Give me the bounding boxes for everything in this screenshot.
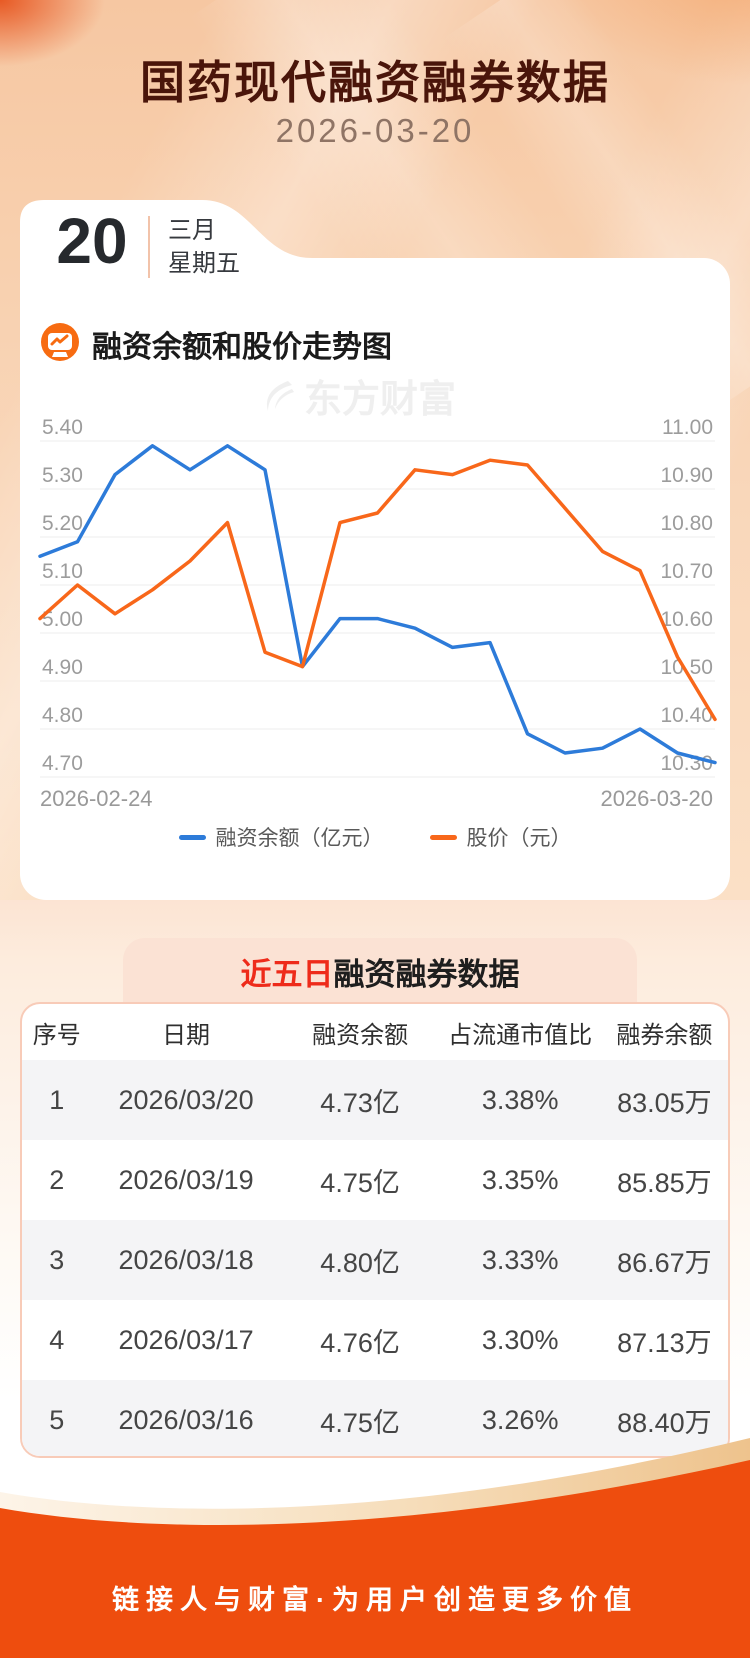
legend-swatch-blue: [178, 834, 206, 840]
chart-icon: [41, 323, 79, 361]
column-header: 融券余额: [616, 1021, 713, 1049]
y-axis-tick-left: 5.30: [42, 464, 83, 487]
page-title: 国药现代融资融券数据: [139, 57, 610, 108]
table-cell: 3.30%: [481, 1324, 559, 1355]
y-axis-tick-left: 5.20: [42, 512, 83, 535]
table-row: 4 2026/03/17 4.76亿 3.30% 87.13万: [22, 1300, 728, 1380]
y-axis-tick-left: 4.90: [42, 656, 83, 679]
y-axis-tick-right: 10.60: [660, 608, 713, 631]
table-cell: 2026/03/20: [118, 1084, 254, 1115]
table-cell: 2026/03/17: [118, 1324, 254, 1355]
table-cell: 1: [49, 1084, 65, 1115]
table-cell: 3.33%: [481, 1244, 559, 1275]
table-cell: 2026/03/19: [118, 1164, 254, 1195]
table-title-rest: 融资融券数据: [333, 956, 520, 992]
y-axis-tick-right: 10.80: [660, 512, 713, 535]
table-cell: 3.26%: [481, 1404, 559, 1435]
table-section-title: 近五日 融资融券数据: [123, 938, 637, 1004]
y-axis-tick-right: 10.40: [660, 704, 713, 727]
x-axis-label-start: 2026-02-24: [40, 786, 153, 811]
table-cell: 85.85万: [617, 1167, 712, 1198]
table-cell: 4.73亿: [320, 1087, 400, 1118]
table-row: 3 2026/03/18 4.80亿 3.33% 86.67万: [22, 1220, 728, 1300]
page-date: 2026-03-20: [275, 112, 475, 149]
y-axis-tick-left: 5.10: [42, 560, 83, 583]
calendar-month-weekday: 三月 星期五: [168, 214, 240, 280]
table-header-row: 序号 日期 融资余额 占流通市值比 融券余额: [22, 1004, 728, 1060]
legend-label: 融资余额（亿元）: [215, 827, 384, 850]
table-cell: 4.76亿: [320, 1327, 400, 1358]
y-axis-tick-left: 5.00: [42, 608, 83, 631]
column-header: 融资余额: [312, 1021, 409, 1049]
date-tab-shape: [20, 200, 312, 258]
table-cell: 2026/03/16: [118, 1404, 254, 1435]
data-table: 序号 日期 融资余额 占流通市值比 融券余额 1 2026/03/20 4.73亿 3.38%…: [20, 1002, 730, 1458]
table-row: 5 2026/03/16 4.75亿 3.26% 88.40万: [22, 1380, 728, 1456]
table-cell: 4.80亿: [320, 1247, 400, 1278]
trend-line-chart: 5.40 11.00 5.30 10.90 5.20 10.80 5.10 10.70 5.00…: [38, 416, 717, 778]
table-cell: 5: [49, 1404, 65, 1435]
x-axis-label-end: 2026-03-20: [600, 786, 713, 811]
table-cell: 87.13万: [617, 1327, 712, 1358]
table-cell: 86.67万: [617, 1247, 712, 1278]
column-header: 序号: [32, 1021, 81, 1049]
table-cell: 4.75亿: [320, 1167, 400, 1198]
table-cell: 3.38%: [481, 1084, 559, 1115]
table-cell: 3.35%: [481, 1164, 559, 1195]
column-header: 占流通市值比: [448, 1021, 593, 1049]
table-cell: 88.40万: [617, 1407, 712, 1438]
table-body: 1 2026/03/20 4.73亿 3.38% 83.05万 2 2026/03/19 4.…: [22, 1060, 728, 1456]
calendar-day: 20: [56, 205, 128, 277]
calendar-weekday: 星期五: [168, 250, 240, 277]
table-cell: 83.05万: [617, 1087, 712, 1118]
table-cell: 2: [49, 1164, 65, 1195]
calendar-month: 三月: [168, 217, 216, 244]
legend-label: 股价（元）: [466, 827, 572, 850]
calendar-divider: [148, 216, 150, 278]
table-cell: 4.75亿: [320, 1407, 400, 1438]
table-cell: 4: [49, 1324, 65, 1355]
y-axis-tick-left: 5.40: [42, 416, 83, 439]
y-axis-tick-left: 4.70: [42, 752, 83, 775]
legend-swatch-orange: [429, 834, 457, 840]
series-line-0: [38, 444, 717, 765]
legend-item-financing: 融资余额（亿元）: [178, 822, 384, 852]
chart-legend: 融资余额（亿元） 股价（元）: [20, 822, 730, 852]
table-cell: 3: [49, 1244, 65, 1275]
column-header: 日期: [162, 1021, 211, 1049]
table-cell: 2026/03/18: [118, 1244, 254, 1275]
table-row: 1 2026/03/20 4.73亿 3.38% 83.05万: [22, 1060, 728, 1140]
y-axis-tick-right: 10.90: [660, 464, 713, 487]
y-axis-tick-right: 10.70: [660, 560, 713, 583]
chart-card: [20, 258, 730, 900]
y-axis-tick-right: 11.00: [662, 416, 713, 439]
footer-slogan: 链接人与财富·为用户创造更多价值: [112, 1585, 638, 1615]
series-line-1: [38, 458, 717, 722]
y-axis-tick-left: 4.80: [42, 704, 83, 727]
y-axis-tick-right: 10.50: [660, 656, 713, 679]
chart-section-header: 融资余额和股价走势图: [40, 322, 392, 366]
legend-item-price: 股价（元）: [429, 822, 572, 852]
table-title-highlight: 近五日: [240, 956, 334, 992]
table-row: 2 2026/03/19 4.75亿 3.35% 85.85万: [22, 1140, 728, 1220]
chart-section-title: 融资余额和股价走势图: [92, 331, 392, 364]
footer-wave: [0, 1438, 750, 1658]
